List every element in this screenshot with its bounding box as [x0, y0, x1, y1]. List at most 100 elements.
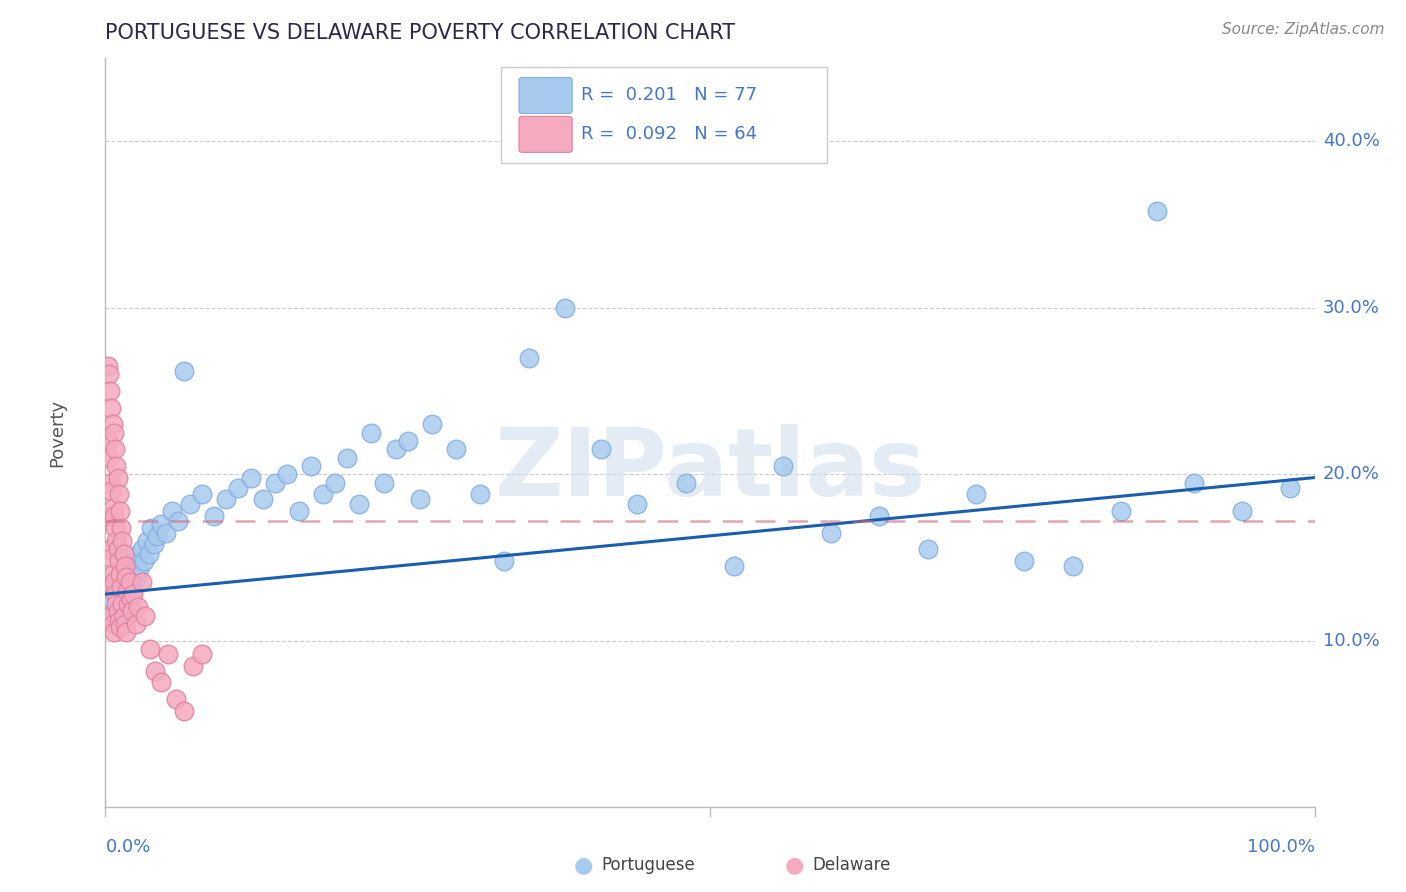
Point	[723, 558, 745, 573]
Point	[444, 442, 467, 457]
Point	[360, 425, 382, 440]
Point	[96, 575, 118, 590]
Text: 10.0%: 10.0%	[1323, 632, 1379, 649]
Text: 40.0%: 40.0%	[1323, 132, 1379, 150]
Point	[107, 554, 129, 568]
Point	[104, 608, 127, 623]
Point	[470, 487, 492, 501]
Point	[122, 554, 145, 568]
Point	[101, 500, 124, 515]
Point	[118, 575, 141, 590]
Point	[150, 517, 173, 532]
Point	[108, 504, 131, 518]
Point	[252, 492, 274, 507]
Text: 100.0%: 100.0%	[1247, 838, 1315, 855]
Point	[115, 597, 138, 611]
Point	[1062, 558, 1084, 573]
Point	[110, 520, 132, 534]
Point	[112, 608, 135, 623]
Point	[105, 597, 128, 611]
Point	[114, 558, 136, 573]
Point	[173, 364, 195, 378]
Point	[121, 587, 143, 601]
Point	[125, 570, 148, 584]
Text: ZIPatlas: ZIPatlas	[495, 424, 925, 516]
Point	[150, 675, 173, 690]
Point	[373, 475, 395, 490]
Point	[165, 692, 187, 706]
Point	[141, 520, 163, 534]
Point	[107, 614, 129, 628]
Point	[117, 608, 139, 623]
Point	[103, 625, 125, 640]
Point	[103, 583, 125, 598]
Point	[108, 620, 131, 634]
Point	[128, 562, 150, 576]
Point	[115, 625, 138, 640]
Point	[868, 508, 890, 523]
Point	[100, 592, 122, 607]
Point	[1182, 475, 1205, 490]
Point	[107, 575, 129, 590]
Point	[100, 483, 122, 498]
Point	[98, 368, 121, 382]
Point	[131, 575, 153, 590]
Point	[98, 475, 121, 490]
Point	[111, 597, 134, 611]
Point	[101, 417, 124, 432]
Point	[124, 575, 146, 590]
Point	[98, 450, 121, 465]
Point	[239, 470, 262, 484]
Point	[111, 567, 134, 582]
Point	[517, 351, 540, 365]
Point	[115, 570, 138, 584]
Point	[215, 492, 238, 507]
Point	[228, 481, 250, 495]
FancyBboxPatch shape	[501, 67, 827, 163]
Point	[100, 401, 122, 415]
Point	[288, 504, 311, 518]
Point	[117, 597, 139, 611]
Point	[1109, 504, 1132, 518]
Point	[101, 567, 124, 582]
Point	[772, 458, 794, 473]
Point	[107, 617, 129, 632]
Point	[420, 417, 443, 432]
Point	[494, 554, 516, 568]
Point	[108, 592, 131, 607]
Point	[134, 608, 156, 623]
Point	[104, 520, 127, 534]
Point	[409, 492, 432, 507]
Point	[202, 508, 225, 523]
Point	[554, 301, 576, 315]
Point	[263, 475, 285, 490]
Point	[181, 658, 204, 673]
Point	[115, 570, 138, 584]
Point	[107, 604, 129, 618]
Point	[1146, 204, 1168, 219]
Point	[127, 600, 149, 615]
Point	[98, 508, 121, 523]
Point	[115, 583, 138, 598]
Point	[157, 647, 180, 661]
Point	[135, 533, 157, 548]
Text: 0.0%: 0.0%	[105, 838, 150, 855]
Point	[98, 542, 121, 557]
Point	[121, 604, 143, 618]
Point	[104, 442, 127, 457]
Point	[160, 504, 183, 518]
Point	[591, 442, 613, 457]
Point	[173, 704, 195, 718]
Point	[103, 425, 125, 440]
Point	[100, 608, 122, 623]
Point	[105, 533, 128, 548]
Point	[191, 647, 214, 661]
Point	[146, 529, 169, 543]
Point	[124, 617, 148, 632]
Text: Poverty: Poverty	[48, 399, 66, 467]
Point	[276, 467, 298, 482]
Point	[626, 497, 648, 511]
Point	[131, 542, 153, 557]
FancyBboxPatch shape	[519, 116, 572, 153]
Point	[120, 592, 142, 607]
